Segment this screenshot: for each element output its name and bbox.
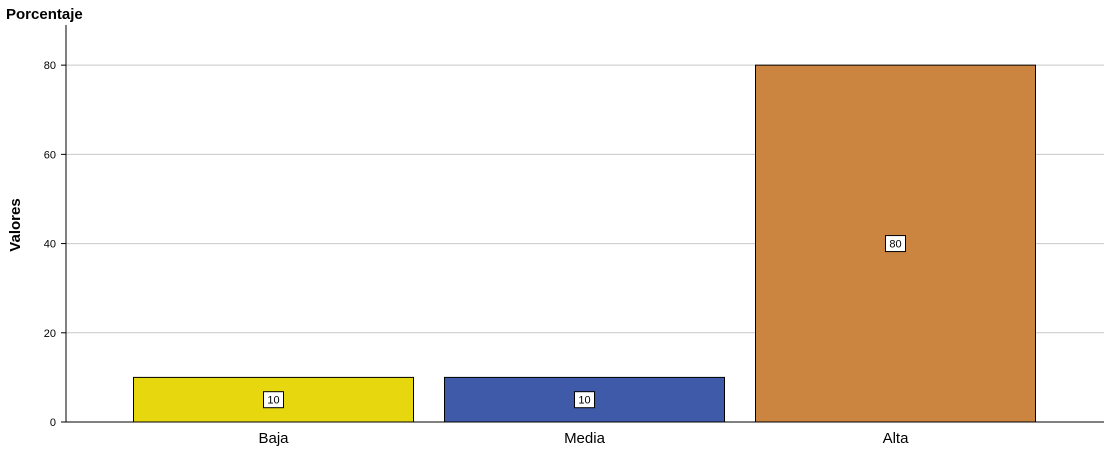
data-label: 80 [889, 239, 901, 251]
y-tick-label: 80 [44, 60, 56, 72]
data-label: 10 [267, 395, 279, 407]
y-axis-ticks: 0 20 40 60 80 [44, 60, 66, 429]
y-tick-label: 0 [50, 417, 56, 429]
x-tick-label: Alta [883, 430, 910, 447]
data-label-box [574, 391, 595, 409]
chart-title: Porcentaje [6, 6, 83, 23]
data-label-box [263, 391, 284, 409]
data-labels: 10 10 80 [263, 235, 906, 409]
x-tick-label: Baja [258, 430, 289, 447]
x-tick-label: Media [564, 430, 606, 447]
x-axis-ticks: Baja Media Alta [258, 430, 909, 447]
y-axis-label: Valores [7, 198, 24, 251]
y-tick-label: 20 [44, 328, 56, 340]
data-label: 10 [578, 395, 590, 407]
y-tick-label: 40 [44, 239, 56, 251]
data-label-box [885, 235, 906, 253]
y-tick-label: 60 [44, 149, 56, 161]
